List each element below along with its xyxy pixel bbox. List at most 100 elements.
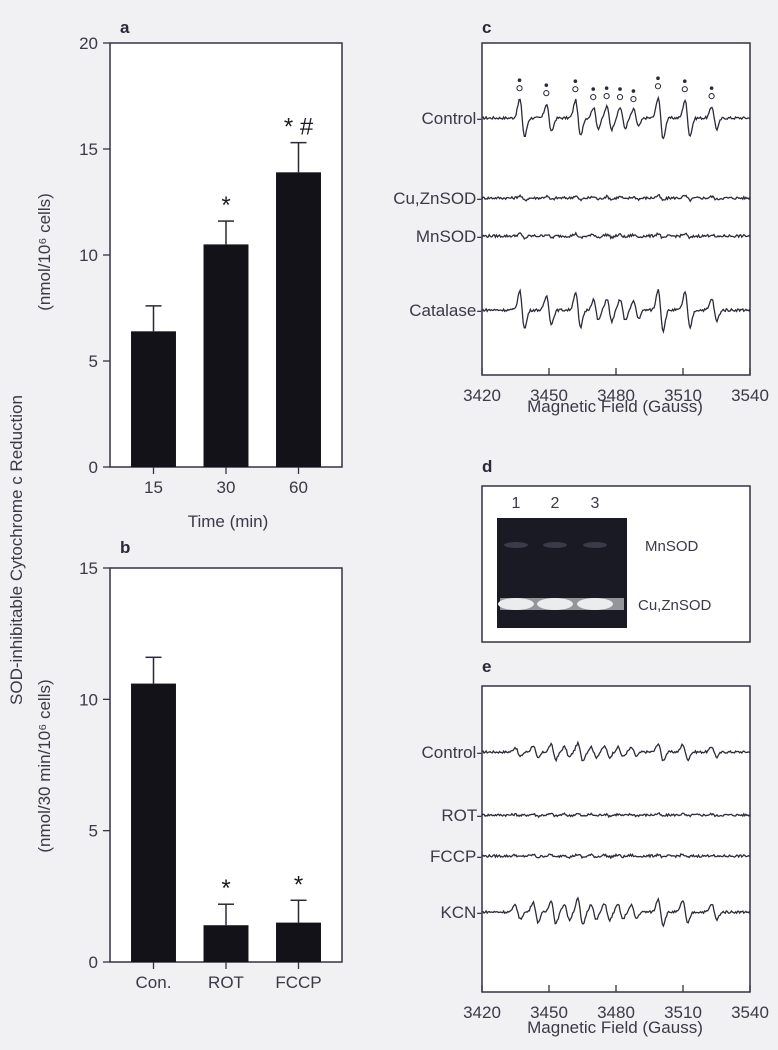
panel-c-peak-marker [616, 94, 624, 101]
panel-c-trace [481, 95, 751, 140]
panel-e-trace-label: ROT- [441, 806, 482, 825]
panel-e-trace-label: Control- [422, 743, 482, 762]
panel-c-xtick-label: 3540 [731, 386, 769, 405]
panel-e-trace-label: KCN- [440, 903, 482, 922]
panel-a-significance-mark: * # [284, 114, 314, 141]
panel-c-xtick-label: 3510 [664, 386, 702, 405]
gel-band-smear [500, 598, 624, 610]
gel-lane-number: 3 [591, 495, 600, 512]
panel-b-significance-mark: * [221, 875, 230, 902]
panel-e-xtick-label: 3420 [463, 1003, 501, 1022]
panel-c-xlabel: Magnetic Field (Gauss) [527, 397, 703, 416]
panel-c-xtick-label: 3480 [597, 386, 635, 405]
panel-a-ytick-label: 10 [79, 246, 98, 265]
panel-c-xtick-label: 3450 [530, 386, 568, 405]
gel-band-label: MnSOD [645, 538, 699, 555]
panel-a-bar [131, 331, 176, 467]
gel-band-faint [543, 542, 567, 548]
panel-e-frame [481, 685, 751, 993]
panel-e-xtick-label: 3480 [597, 1003, 635, 1022]
panel-b-bar [203, 925, 249, 962]
panel-c-peak-marker [631, 89, 636, 93]
panel-c-xtick-label: 3420 [463, 386, 501, 405]
panel-c-peak-marker [654, 83, 662, 90]
panel-c-peak-marker [543, 90, 550, 97]
panel-e-xtick-label: 3450 [530, 1003, 568, 1022]
panel-b-bar [131, 683, 176, 962]
shared-ylabel: SOD-inhibitable Cytochrome c Reduction [7, 395, 26, 705]
panel-c-peak-marker [603, 93, 610, 100]
panel-b-xtick-label: FCCP [275, 973, 321, 992]
panel-c-peak-marker [516, 85, 523, 92]
gel-lane-number: 2 [551, 495, 560, 512]
panel-c-trace [481, 288, 751, 334]
panel-b-bar [276, 922, 321, 962]
panel-d: 1 2 3 MnSOD Cu,ZnSOD [481, 485, 751, 643]
panel-a-xlabel: Time (min) [188, 512, 269, 531]
panel-c-peak-marker [708, 93, 715, 100]
panel-b: 0 5 10 15 Con. * ROT * FCCP [79, 559, 343, 992]
panel-c: 3420 3450 3480 3510 3540 Control- Cu,ZnSOD- MnS… [393, 42, 769, 405]
panel-c-trace-label: Control- [422, 109, 482, 128]
panel-a-ytick-label: 20 [79, 34, 98, 53]
panel-c-peak-marker [604, 86, 609, 90]
panel-c-trace-label: MnSOD- [416, 227, 482, 246]
panel-c-peak-marker [544, 83, 549, 87]
panel-a: 0 5 10 15 20 15 * 30 * # 60 [79, 34, 343, 497]
panel-c-frame [481, 42, 751, 376]
panel-c-trace-label: Cu,ZnSOD- [393, 189, 482, 208]
panel-a-xtick-label: 30 [217, 478, 236, 497]
panel-b-xtick-label: ROT [208, 973, 244, 992]
gel-band-faint [583, 542, 607, 548]
panel-a-xtick-label: 60 [289, 478, 308, 497]
panel-c-peak-marker [572, 86, 579, 93]
panel-c-peak-marker [590, 94, 597, 101]
panel-c-peak-marker [681, 86, 688, 93]
panel-b-significance-mark: * [294, 871, 303, 898]
panel-d-letter: d [482, 457, 492, 476]
panel-c-peak-marker [517, 78, 522, 82]
panel-e-trace-label: FCCP- [430, 847, 482, 866]
gel-lane-number: 1 [512, 495, 521, 512]
panel-c-peak-marker [656, 76, 660, 81]
panel-a-bar [276, 172, 321, 467]
panel-c-trace [481, 193, 751, 203]
panel-a-ytick-label: 15 [79, 140, 98, 159]
panel-e-xtick-label: 3510 [664, 1003, 702, 1022]
panel-b-ytick-label: 5 [89, 822, 98, 841]
panel-b-letter: b [120, 538, 130, 557]
panel-a-ylabel: (nmol/10⁶ cells) [35, 193, 54, 311]
panel-a-bar [203, 244, 249, 467]
panel-e-trace [481, 852, 751, 860]
panel-a-ytick-label: 0 [89, 458, 98, 477]
panel-b-ytick-label: 15 [79, 559, 98, 578]
panel-e-letter: e [482, 657, 491, 676]
panel-a-ytick-label: 5 [89, 352, 98, 371]
panel-c-trace [481, 231, 751, 240]
panel-e-trace [481, 896, 751, 928]
panel-c-peak-marker [573, 79, 578, 83]
panel-c-peak-marker [682, 79, 687, 83]
panel-b-ytick-label: 10 [79, 690, 98, 709]
panel-a-significance-mark: * [221, 192, 230, 219]
gel-image [497, 518, 627, 628]
panel-c-peak-marker [618, 87, 622, 91]
panel-e-trace [481, 740, 751, 763]
panel-e-trace [481, 812, 751, 819]
panel-b-ytick-label: 0 [89, 953, 98, 972]
panel-c-letter: c [482, 18, 491, 37]
panel-e-xlabel: Magnetic Field (Gauss) [527, 1018, 703, 1037]
panel-b-xtick-label: Con. [136, 973, 172, 992]
gel-band-faint [504, 542, 528, 548]
panel-c-peak-marker [591, 87, 596, 91]
gel-band-label: Cu,ZnSOD [638, 597, 712, 614]
panel-e-xtick-label: 3540 [731, 1003, 769, 1022]
panel-a-xtick-label: 15 [144, 478, 163, 497]
panel-c-peak-marker [630, 95, 637, 103]
panel-a-letter: a [120, 18, 130, 37]
panel-c-trace-label: Catalase- [409, 301, 482, 320]
panel-b-ylabel: (nmol/30 min/10⁶ cells) [35, 679, 54, 852]
panel-e: 3420 3450 3480 3510 3540 Control- ROT- FCCP- KCN… [422, 685, 769, 1022]
panel-c-peak-marker [709, 86, 714, 90]
